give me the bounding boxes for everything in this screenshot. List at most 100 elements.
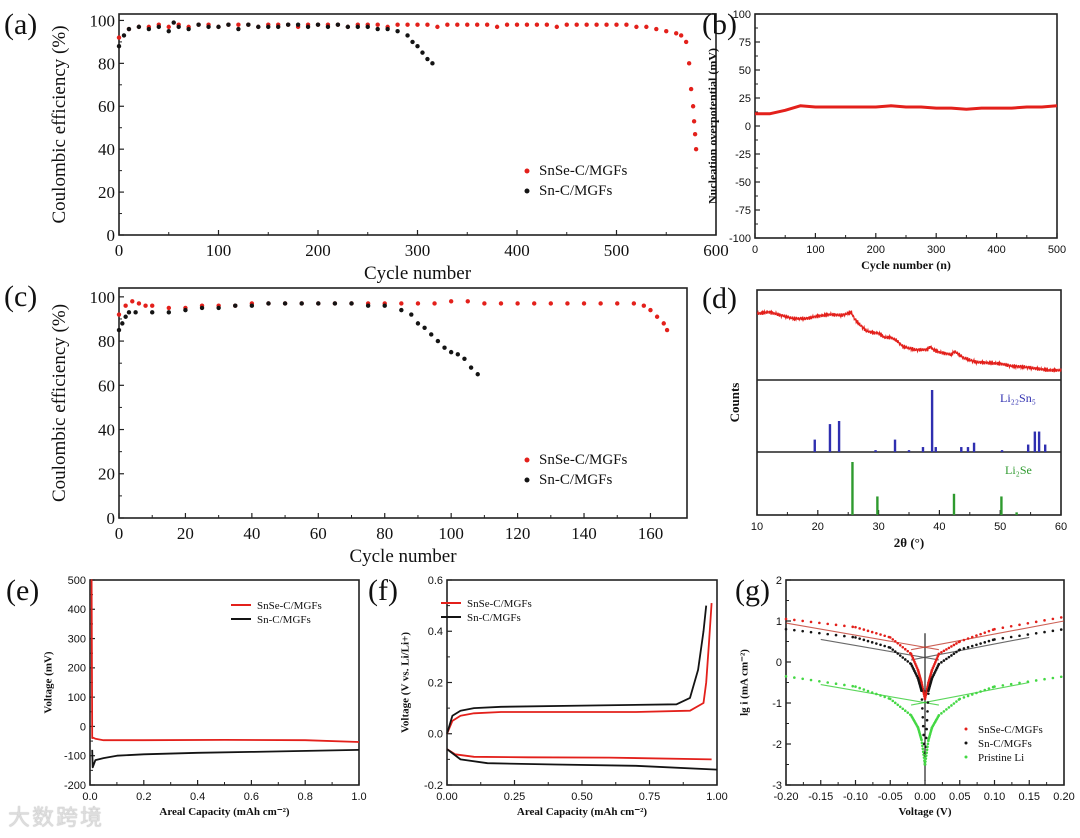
data-point — [435, 24, 440, 30]
data-point — [136, 301, 142, 306]
data-point — [898, 705, 902, 709]
data-point — [921, 747, 925, 751]
data-point — [335, 22, 341, 27]
data-point — [955, 650, 958, 654]
data-point — [534, 22, 540, 27]
legend-marker — [524, 168, 530, 174]
x-tick-label: 30 — [872, 521, 884, 533]
data-point — [295, 22, 301, 27]
data-point — [514, 22, 520, 27]
data-point — [183, 307, 188, 313]
data-point — [920, 738, 923, 742]
data-point — [664, 28, 669, 34]
data-point — [924, 693, 928, 697]
data-point — [903, 647, 907, 651]
data-point — [116, 35, 122, 40]
tafel-fit-line — [785, 622, 939, 651]
data-point — [922, 733, 925, 737]
data-point — [945, 648, 948, 651]
data-point — [305, 24, 311, 30]
data-point — [654, 26, 659, 32]
data-point — [945, 657, 948, 661]
x-axis-title: Voltage (V) — [898, 806, 951, 818]
y-axis-title: Counts — [727, 383, 742, 423]
data-point — [818, 631, 821, 635]
data-point — [913, 660, 916, 663]
y-tick-label: 0.0 — [428, 729, 443, 741]
x-tick-label: -0.10 — [843, 791, 868, 803]
data-point — [683, 39, 689, 45]
data-point — [166, 305, 172, 311]
data-point — [914, 664, 918, 667]
data-point — [947, 646, 951, 650]
data-point — [448, 349, 454, 355]
y-tick-label: 100 — [90, 288, 116, 307]
x-tick-label: 300 — [927, 244, 945, 256]
plot-frame — [754, 13, 1058, 239]
data-point — [524, 22, 530, 27]
data-point — [415, 22, 420, 27]
data-point — [940, 651, 943, 654]
data-point — [332, 301, 338, 306]
data-point — [395, 28, 400, 34]
data-point — [987, 639, 991, 643]
data-point — [246, 22, 251, 27]
data-point — [975, 643, 978, 647]
data-point — [233, 303, 238, 308]
y-tick-label: 20 — [98, 183, 115, 202]
data-point — [962, 638, 966, 642]
data-point — [1001, 626, 1005, 630]
x-tick-label: 160 — [638, 524, 664, 543]
panel-b: (b) 0 100 200 300 400 500 -100 -75 -50 -25 0 25 50 75 1… — [702, 8, 1066, 272]
data-point — [924, 736, 928, 740]
data-point — [925, 727, 928, 731]
data-point — [891, 648, 895, 651]
data-point — [1059, 628, 1063, 631]
y-tick-label: -200 — [64, 780, 86, 792]
data-point — [942, 659, 946, 662]
data-point — [409, 312, 414, 317]
data-point — [415, 301, 421, 306]
data-point — [405, 22, 410, 27]
data-point — [686, 61, 692, 66]
data-point — [475, 372, 480, 377]
data-point — [285, 22, 291, 27]
data-point — [116, 43, 122, 49]
data-point — [236, 26, 241, 32]
data-point — [809, 678, 813, 682]
x-tick-label: 200 — [867, 244, 885, 256]
x-tick-label: 500 — [604, 241, 630, 260]
data-point — [851, 635, 855, 639]
panel-f: (f) 0.00 0.25 0.50 0.75 1.00 -0.2 0.0 0.2 0.4 0.6 A… — [368, 574, 728, 818]
data-point — [910, 654, 914, 658]
x-tick-label: 0.00 — [436, 791, 457, 803]
x-tick-label: 300 — [405, 241, 431, 260]
data-point — [455, 22, 460, 27]
data-point — [937, 662, 941, 666]
data-point — [143, 303, 148, 308]
data-point — [851, 684, 855, 688]
data-point — [648, 307, 653, 313]
data-point — [494, 24, 500, 30]
data-point — [893, 701, 897, 705]
data-point — [1009, 635, 1013, 639]
data-point — [834, 682, 838, 686]
panel-label: (b) — [702, 8, 737, 41]
data-point — [385, 26, 390, 32]
series-line — [446, 603, 713, 735]
data-point — [870, 641, 874, 644]
data-point — [349, 301, 354, 306]
data-point — [983, 631, 987, 634]
data-point — [883, 695, 886, 699]
data-point — [893, 650, 897, 653]
data-point — [1034, 679, 1038, 682]
y-tick-label: 2 — [776, 575, 782, 587]
data-point — [930, 668, 934, 672]
data-point — [870, 630, 874, 634]
data-point — [226, 22, 231, 27]
series-line — [446, 748, 718, 771]
y-tick-label: 0.6 — [428, 575, 443, 587]
data-point — [171, 20, 176, 25]
y-axis-title: Coulombic efficiency (%) — [49, 304, 70, 502]
data-point — [909, 652, 913, 656]
